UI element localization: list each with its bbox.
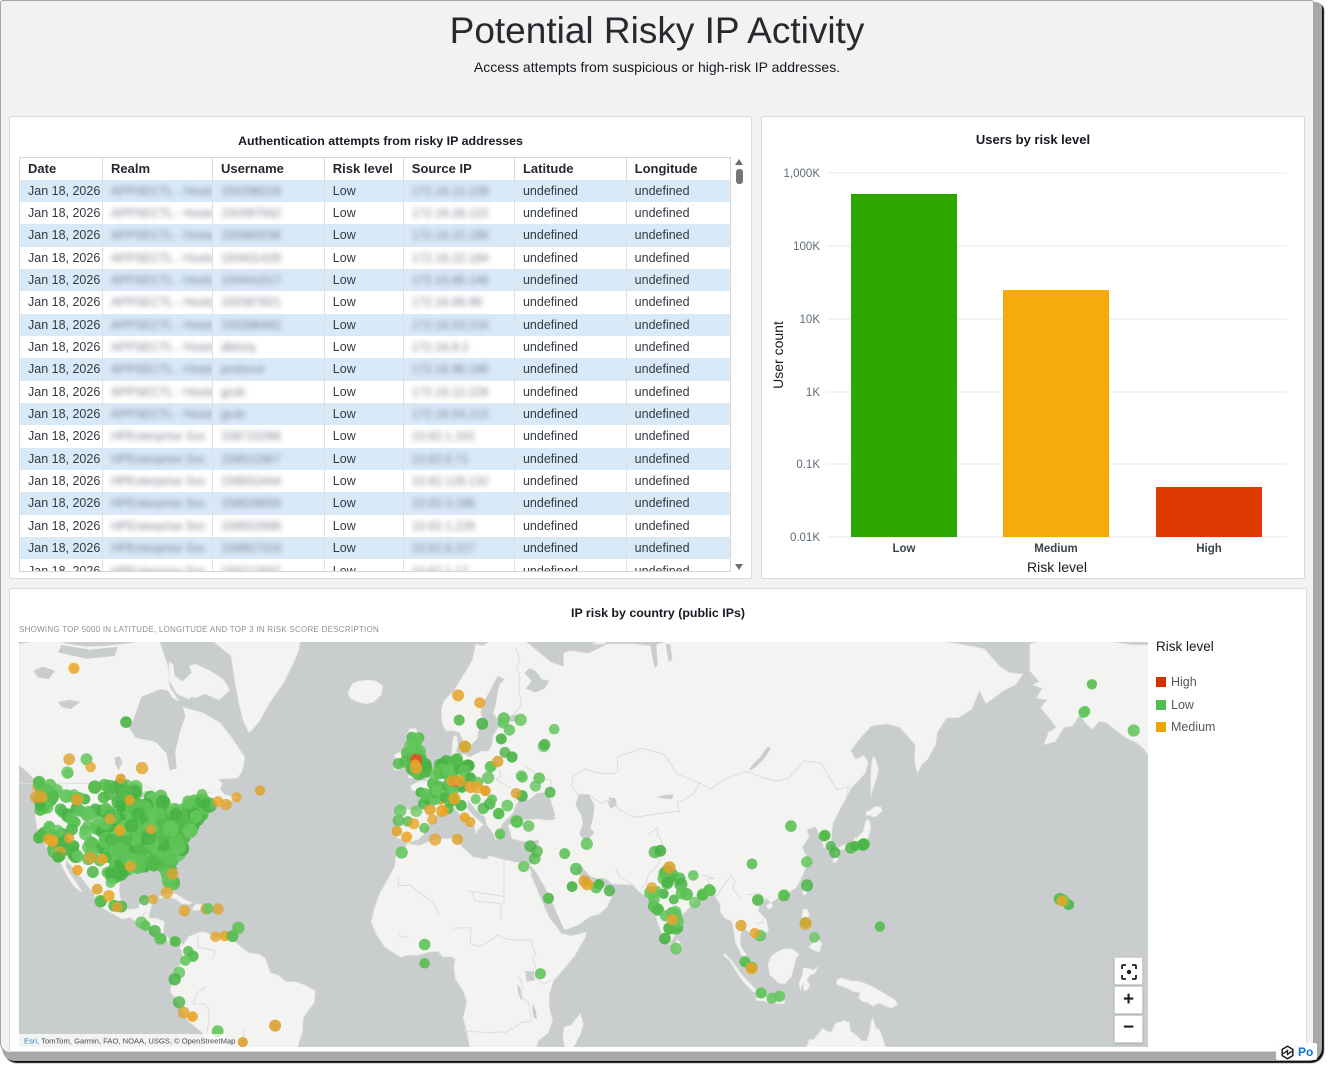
svg-text:Risk level: Risk level	[1027, 559, 1087, 575]
svg-text:High: High	[1196, 543, 1222, 555]
svg-text:Medium: Medium	[1034, 543, 1077, 555]
svg-text:10K: 10K	[800, 314, 821, 326]
svg-text:User count: User count	[770, 321, 786, 389]
svg-text:0.1K: 0.1K	[796, 459, 820, 471]
svg-text:Esri, TomTom, Garmin, FAO, NOA: Esri, TomTom, Garmin, FAO, NOAA, USGS, ©…	[24, 1037, 235, 1046]
svg-text:0.01K: 0.01K	[790, 532, 820, 544]
svg-text:1,000K: 1,000K	[784, 168, 821, 180]
svg-text:100K: 100K	[793, 241, 820, 253]
svg-text:Low: Low	[893, 543, 916, 555]
svg-text:Users by risk level: Users by risk level	[976, 132, 1090, 147]
svg-text:1K: 1K	[806, 387, 820, 399]
